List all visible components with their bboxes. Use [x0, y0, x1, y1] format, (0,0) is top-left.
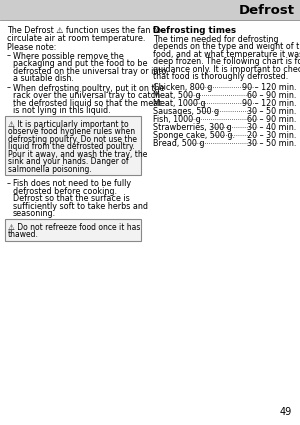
- Text: Defrost so that the surface is: Defrost so that the surface is: [13, 194, 130, 203]
- Text: defrosting poultry. Do not use the: defrosting poultry. Do not use the: [8, 134, 137, 144]
- Text: packaging and put the food to be: packaging and put the food to be: [13, 59, 148, 68]
- Text: 60 – 90 min.: 60 – 90 min.: [247, 114, 296, 124]
- Text: 90 – 120 min.: 90 – 120 min.: [242, 82, 296, 91]
- Text: Strawberries, 300 g: Strawberries, 300 g: [153, 122, 232, 131]
- Text: seasoning.: seasoning.: [13, 209, 56, 218]
- Text: –: –: [7, 51, 11, 60]
- Text: that food is thoroughly defrosted.: that food is thoroughly defrosted.: [153, 72, 288, 81]
- Text: liquid from the defrosted poultry.: liquid from the defrosted poultry.: [8, 142, 135, 151]
- Text: Bread, 500 g: Bread, 500 g: [153, 139, 205, 147]
- Text: ⚠ It is particularly important to: ⚠ It is particularly important to: [8, 119, 129, 128]
- Text: Fish, 1000 g: Fish, 1000 g: [153, 114, 201, 124]
- Text: Sponge cake, 500 g.: Sponge cake, 500 g.: [153, 130, 235, 139]
- Text: Pour it away, and wash the tray, the: Pour it away, and wash the tray, the: [8, 150, 147, 159]
- Text: 90 – 120 min.: 90 – 120 min.: [242, 99, 296, 108]
- Text: sufficiently soft to take herbs and: sufficiently soft to take herbs and: [13, 201, 148, 210]
- Text: The time needed for defrosting: The time needed for defrosting: [153, 34, 278, 43]
- Text: rack over the universal tray to catch: rack over the universal tray to catch: [13, 91, 160, 100]
- Text: circulate air at room temperature.: circulate air at room temperature.: [7, 34, 146, 43]
- Text: The Defrost ⚠ function uses the fan to: The Defrost ⚠ function uses the fan to: [7, 26, 161, 35]
- Bar: [5, 218, 141, 241]
- Text: Please note:: Please note:: [7, 43, 56, 52]
- Text: food, and at what temperature it was: food, and at what temperature it was: [153, 49, 300, 59]
- Text: depends on the type and weight of the: depends on the type and weight of the: [153, 42, 300, 51]
- Text: Sausages, 500 g: Sausages, 500 g: [153, 107, 219, 116]
- Text: salmonella poisoning.: salmonella poisoning.: [8, 164, 92, 173]
- Text: Defrost: Defrost: [239, 3, 295, 17]
- Text: Defrosting times: Defrosting times: [153, 26, 236, 35]
- Text: 30 – 40 min.: 30 – 40 min.: [247, 122, 296, 131]
- Text: Fish does not need to be fully: Fish does not need to be fully: [13, 179, 131, 188]
- Text: Meat, 500 g: Meat, 500 g: [153, 91, 201, 99]
- Text: 30 – 50 min.: 30 – 50 min.: [247, 139, 296, 147]
- Text: 49: 49: [280, 407, 292, 417]
- Text: Where possible remove the: Where possible remove the: [13, 51, 124, 60]
- Text: a suitable dish.: a suitable dish.: [13, 74, 74, 83]
- Text: guidance only. It is important to check: guidance only. It is important to check: [153, 65, 300, 74]
- Text: –: –: [7, 179, 11, 188]
- Text: defrosted on the universal tray or into: defrosted on the universal tray or into: [13, 66, 166, 76]
- Text: defrosted before cooking.: defrosted before cooking.: [13, 187, 117, 196]
- Text: observe food hygiene rules when: observe food hygiene rules when: [8, 127, 135, 136]
- Text: 60 – 90 min.: 60 – 90 min.: [247, 91, 296, 99]
- Text: Chicken, 800 g: Chicken, 800 g: [153, 82, 212, 91]
- Text: the defrosted liquid so that the meat: the defrosted liquid so that the meat: [13, 99, 161, 108]
- Text: sink and your hands. Danger of: sink and your hands. Danger of: [8, 157, 129, 166]
- Text: –: –: [7, 83, 11, 93]
- Text: ⚠ Do not refreeze food once it has: ⚠ Do not refreeze food once it has: [8, 223, 140, 232]
- Bar: [5, 116, 141, 175]
- Bar: [0, 0, 300, 20]
- Text: When defrosting poultry, put it on the: When defrosting poultry, put it on the: [13, 83, 164, 93]
- Text: is not lying in this liquid.: is not lying in this liquid.: [13, 106, 111, 115]
- Text: deep frozen. The following chart is for: deep frozen. The following chart is for: [153, 57, 300, 66]
- Text: 20 – 30 min.: 20 – 30 min.: [247, 130, 296, 139]
- Text: thawed.: thawed.: [8, 230, 39, 239]
- Text: Meat, 1000 g: Meat, 1000 g: [153, 99, 206, 108]
- Text: 30 – 50 min.: 30 – 50 min.: [247, 107, 296, 116]
